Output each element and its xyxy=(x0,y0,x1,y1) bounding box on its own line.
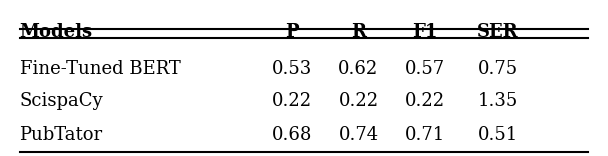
Text: 0.57: 0.57 xyxy=(405,60,445,78)
Text: Models: Models xyxy=(19,23,92,41)
Text: 0.71: 0.71 xyxy=(405,126,445,144)
Text: 0.22: 0.22 xyxy=(339,92,379,110)
Text: 0.74: 0.74 xyxy=(339,126,379,144)
Text: 0.22: 0.22 xyxy=(272,92,312,110)
Text: SER: SER xyxy=(477,23,519,41)
Text: 0.75: 0.75 xyxy=(478,60,518,78)
Text: 0.53: 0.53 xyxy=(272,60,312,78)
Text: 0.62: 0.62 xyxy=(338,60,379,78)
Text: R: R xyxy=(351,23,366,41)
Text: F1: F1 xyxy=(412,23,438,41)
Text: P: P xyxy=(285,23,299,41)
Text: 0.22: 0.22 xyxy=(405,92,445,110)
Text: PubTator: PubTator xyxy=(19,126,103,144)
Text: 0.68: 0.68 xyxy=(272,126,312,144)
Text: Fine-Tuned BERT: Fine-Tuned BERT xyxy=(19,60,181,78)
Text: ScispaCy: ScispaCy xyxy=(19,92,103,110)
Text: 1.35: 1.35 xyxy=(477,92,518,110)
Text: 0.51: 0.51 xyxy=(477,126,518,144)
